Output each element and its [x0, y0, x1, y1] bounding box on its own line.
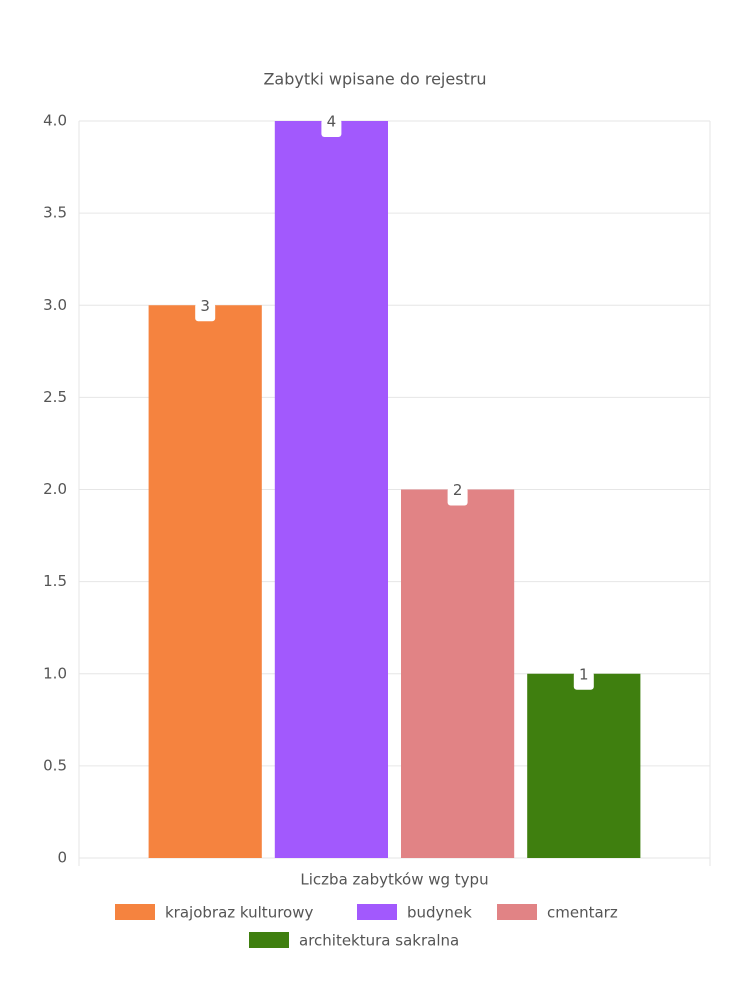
data-label-box: [573, 671, 594, 690]
legend-swatch: [497, 904, 537, 920]
legend-label: budynek: [407, 904, 472, 922]
y-tick-label: 0: [57, 849, 67, 867]
data-label: 2: [453, 481, 463, 499]
data-label: 4: [327, 113, 337, 131]
y-tick-label: 1.0: [43, 664, 67, 682]
y-tick-label: 2.5: [43, 388, 67, 406]
data-label-box: [321, 119, 342, 137]
legend-swatch: [357, 904, 397, 920]
data-label-box: [447, 487, 468, 506]
y-tick-label: 3.5: [43, 204, 67, 222]
bar: [401, 489, 515, 858]
bar: [148, 305, 262, 858]
bar: [274, 121, 388, 858]
legend-label: cmentarz: [547, 904, 618, 922]
y-tick-label: 3.0: [43, 296, 67, 314]
data-label-box: [195, 303, 216, 322]
y-tick-label: 4.0: [43, 112, 67, 130]
y-tick-label: 2.0: [43, 480, 67, 498]
data-label: 1: [579, 665, 589, 683]
legend-label: architektura sakralna: [299, 932, 459, 950]
y-tick-label: 0.5: [43, 756, 67, 774]
y-tick-label: 1.5: [43, 572, 67, 590]
data-label: 3: [200, 297, 210, 315]
bar: [527, 673, 641, 858]
chart-title: Zabytki wpisane do rejestru: [263, 70, 486, 89]
legend-label: krajobraz kulturowy: [165, 904, 313, 922]
legend-swatch: [115, 904, 155, 920]
x-tick-label: Liczba zabytków wg typu: [300, 871, 488, 889]
legend-swatch: [249, 932, 289, 948]
